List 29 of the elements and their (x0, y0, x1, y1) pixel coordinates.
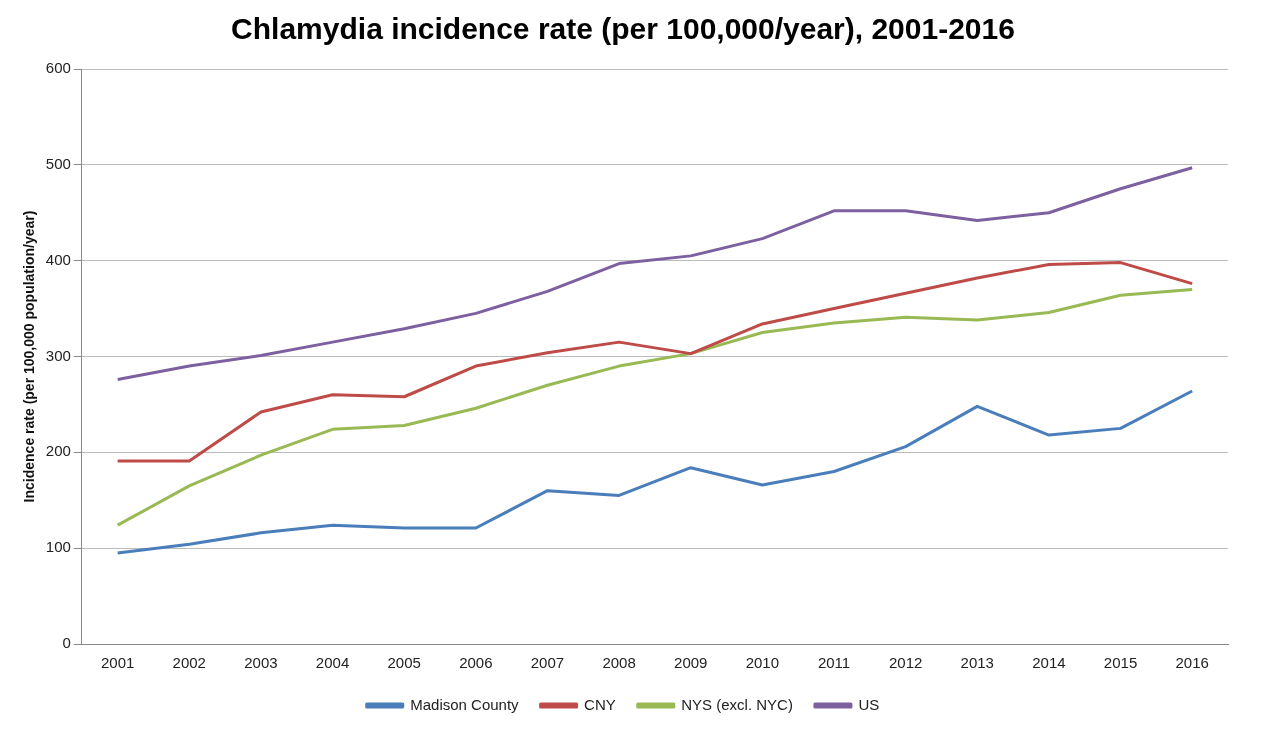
x-tick-label: 2003 (244, 654, 278, 672)
x-tick-label: 2006 (459, 654, 493, 672)
legend-label: US (858, 695, 880, 713)
y-tick-label: 0 (62, 634, 71, 652)
y-axis-title: Incidence rate (per 100,000 population/year) (21, 210, 38, 503)
y-tick-label: 200 (45, 442, 71, 460)
y-tick-label: 400 (45, 250, 71, 268)
legend-label: CNY (584, 695, 616, 713)
x-tick-label: 2004 (315, 654, 350, 672)
x-tick-label: 2012 (888, 654, 923, 672)
x-tick-label: 2016 (1175, 654, 1209, 672)
x-tick-label: 2001 (100, 654, 135, 672)
x-tick-label: 2013 (960, 654, 994, 672)
y-tick-label: 600 (45, 59, 71, 77)
x-tick-label: 2002 (172, 654, 206, 672)
y-tick-label: 100 (45, 538, 71, 556)
x-tick-label: 2009 (674, 654, 708, 672)
y-tick-label: 500 (45, 154, 71, 172)
x-tick-label: 2008 (602, 654, 636, 672)
x-tick-label: 2015 (1103, 654, 1138, 672)
x-tick-label: 2005 (387, 654, 421, 672)
x-tick-label: 2011 (817, 654, 851, 672)
x-tick-label: 2014 (1032, 654, 1066, 672)
x-tick-label: 2010 (745, 654, 780, 672)
legend-label: NYS (excl. NYC) (681, 695, 793, 713)
chart-title: Chlamydia incidence rate (per 100,000/year), 2001-2016 (231, 12, 1015, 46)
legend-label: Madison County (410, 695, 520, 713)
y-tick-label: 300 (45, 346, 71, 364)
x-tick-label: 2007 (530, 654, 565, 672)
